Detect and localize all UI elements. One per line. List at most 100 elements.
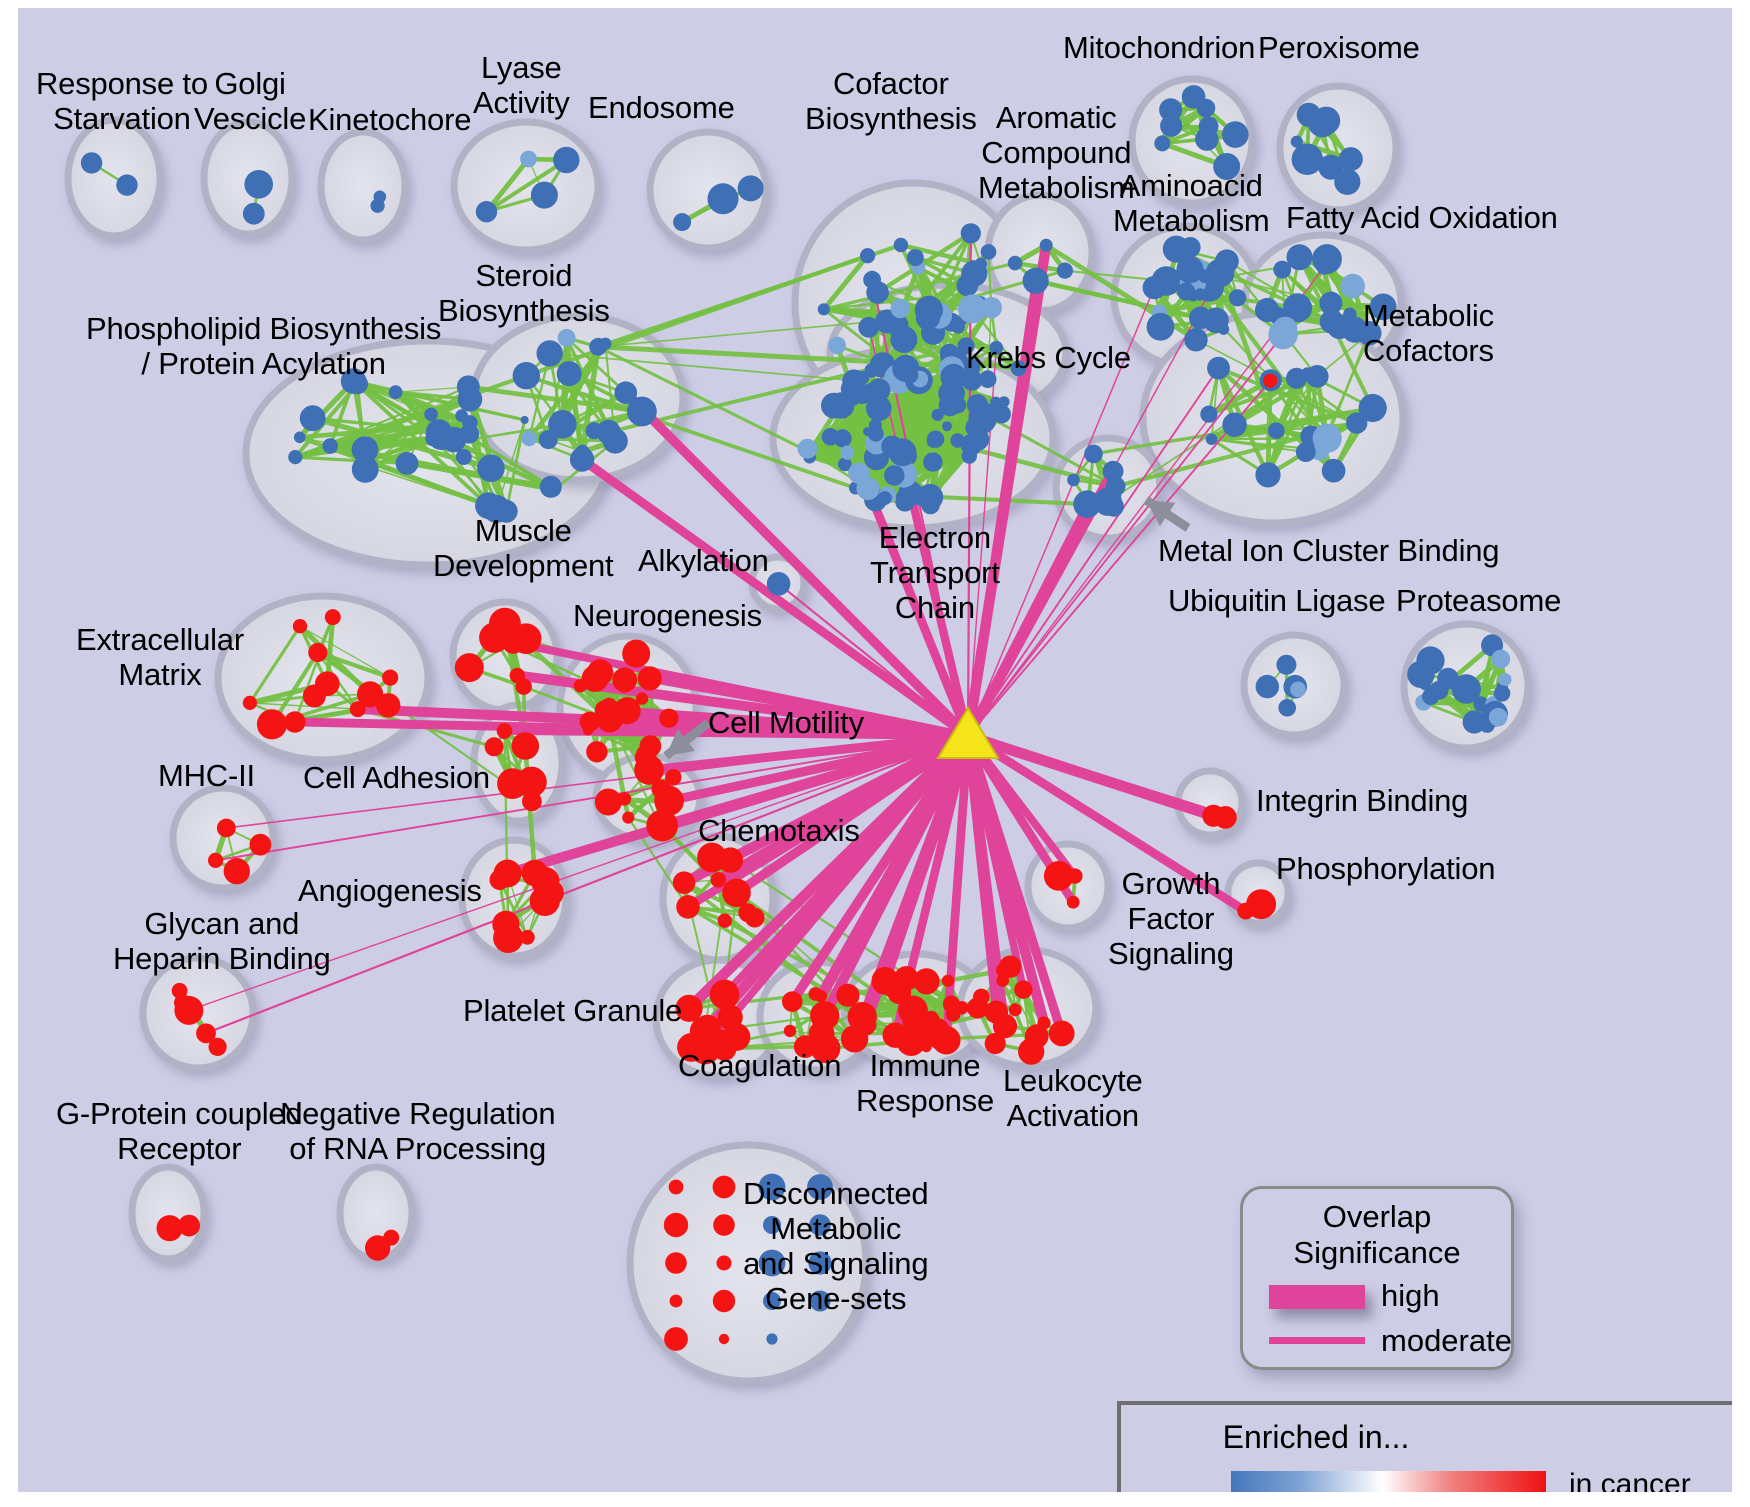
gene-set-node[interactable] xyxy=(1498,673,1512,687)
gene-set-node[interactable] xyxy=(817,303,830,316)
gene-set-node[interactable] xyxy=(586,741,608,763)
gene-set-node[interactable] xyxy=(1491,649,1511,669)
gene-set-node[interactable] xyxy=(1229,289,1247,307)
gene-set-node[interactable] xyxy=(581,665,609,692)
gene-set-node[interactable] xyxy=(539,475,562,498)
gene-set-node[interactable] xyxy=(614,381,638,405)
gene-set-node[interactable] xyxy=(1159,98,1183,122)
gene-set-node[interactable] xyxy=(712,1175,736,1199)
gene-set-node[interactable] xyxy=(1105,476,1126,497)
gene-set-node[interactable] xyxy=(1290,681,1306,698)
gene-set-node[interactable] xyxy=(365,1235,391,1261)
gene-set-node[interactable] xyxy=(355,459,364,469)
gene-set-node[interactable] xyxy=(1142,275,1167,300)
gene-set-node[interactable] xyxy=(1014,980,1033,999)
gene-set-node[interactable] xyxy=(665,1252,687,1274)
gene-set-node[interactable] xyxy=(914,295,944,324)
gene-set-node[interactable] xyxy=(1369,293,1397,321)
gene-set-node[interactable] xyxy=(710,872,727,888)
gene-set-node[interactable] xyxy=(454,653,484,683)
gene-set-node[interactable] xyxy=(521,430,537,447)
gene-set-node[interactable] xyxy=(996,974,1010,987)
gene-set-node[interactable] xyxy=(455,449,472,465)
gene-set-node[interactable] xyxy=(351,456,379,483)
gene-set-node[interactable] xyxy=(174,995,204,1025)
gene-set-node[interactable] xyxy=(1321,458,1346,483)
gene-set-node[interactable] xyxy=(821,428,840,446)
gene-set-node[interactable] xyxy=(856,476,880,501)
gene-set-node[interactable] xyxy=(511,732,540,760)
gene-set-node[interactable] xyxy=(502,631,525,654)
gene-set-node[interactable] xyxy=(116,174,138,196)
gene-set-node[interactable] xyxy=(617,706,635,724)
gene-set-node[interactable] xyxy=(1222,121,1249,148)
gene-set-node[interactable] xyxy=(1200,405,1218,423)
gene-set-node[interactable] xyxy=(594,788,622,816)
gene-set-node[interactable] xyxy=(1422,688,1440,706)
gene-set-node[interactable] xyxy=(871,967,899,995)
gene-set-node[interactable] xyxy=(926,430,945,448)
gene-set-node[interactable] xyxy=(293,431,306,444)
gene-set-node[interactable] xyxy=(810,1001,840,1031)
gene-set-node[interactable] xyxy=(1043,861,1074,891)
gene-set-node[interactable] xyxy=(766,572,791,596)
gene-set-node[interactable] xyxy=(284,711,306,733)
gene-set-node[interactable] xyxy=(840,445,855,460)
gene-set-node[interactable] xyxy=(600,697,618,715)
gene-set-node[interactable] xyxy=(973,988,990,1006)
gene-set-node[interactable] xyxy=(867,425,884,442)
gene-set-node[interactable] xyxy=(793,1035,817,1058)
gene-set-node[interactable] xyxy=(672,871,696,894)
gene-set-node[interactable] xyxy=(388,385,403,400)
gene-set-node[interactable] xyxy=(783,1024,797,1038)
gene-set-node[interactable] xyxy=(1024,1024,1049,1049)
gene-set-node[interactable] xyxy=(968,406,992,430)
gene-set-node[interactable] xyxy=(496,723,513,739)
gene-set-node[interactable] xyxy=(1222,412,1247,437)
gene-set-node[interactable] xyxy=(1493,685,1511,702)
gene-set-node[interactable] xyxy=(881,435,903,458)
gene-set-node[interactable] xyxy=(612,667,638,693)
gene-set-node[interactable] xyxy=(548,410,577,439)
gene-set-node[interactable] xyxy=(520,150,537,168)
gene-set-node[interactable] xyxy=(673,213,692,232)
gene-set-node[interactable] xyxy=(758,1173,786,1201)
gene-set-node[interactable] xyxy=(1039,238,1053,252)
gene-set-node[interactable] xyxy=(797,438,818,459)
gene-set-node[interactable] xyxy=(707,183,739,215)
gene-set-node[interactable] xyxy=(1180,237,1201,258)
gene-set-node[interactable] xyxy=(530,181,558,209)
gene-set-node[interactable] xyxy=(1213,153,1241,180)
gene-set-node[interactable] xyxy=(932,1025,961,1055)
gene-set-node[interactable] xyxy=(664,1327,688,1351)
gene-set-node[interactable] xyxy=(627,396,657,427)
gene-set-node[interactable] xyxy=(520,415,529,425)
gene-set-node[interactable] xyxy=(424,407,438,422)
gene-set-node[interactable] xyxy=(744,907,765,928)
gene-set-node[interactable] xyxy=(872,364,886,378)
gene-set-node[interactable] xyxy=(455,409,468,423)
gene-set-node[interactable] xyxy=(288,450,303,465)
gene-set-node[interactable] xyxy=(1048,1020,1075,1047)
gene-set-node[interactable] xyxy=(351,436,379,463)
colon-cancer-hub-triangle[interactable] xyxy=(936,706,1000,759)
gene-set-node[interactable] xyxy=(1207,356,1230,380)
gene-set-node[interactable] xyxy=(941,974,955,987)
gene-set-node[interactable] xyxy=(482,495,511,523)
gene-set-node[interactable] xyxy=(521,859,548,887)
gene-set-node[interactable] xyxy=(349,701,366,718)
gene-set-node[interactable] xyxy=(1286,244,1313,271)
gene-set-node[interactable] xyxy=(1340,273,1365,299)
gene-set-node[interactable] xyxy=(877,491,892,506)
gene-set-node[interactable] xyxy=(1066,895,1080,909)
gene-set-node[interactable] xyxy=(980,244,997,260)
gene-set-node[interactable] xyxy=(1276,654,1297,675)
gene-set-node[interactable] xyxy=(1255,462,1281,488)
gene-set-node[interactable] xyxy=(556,361,582,387)
gene-set-node[interactable] xyxy=(810,1033,841,1064)
gene-set-node[interactable] xyxy=(860,248,876,264)
gene-set-node[interactable] xyxy=(448,434,464,450)
gene-set-node[interactable] xyxy=(382,669,399,686)
gene-set-node[interactable] xyxy=(978,370,997,389)
gene-set-node[interactable] xyxy=(196,1023,216,1044)
